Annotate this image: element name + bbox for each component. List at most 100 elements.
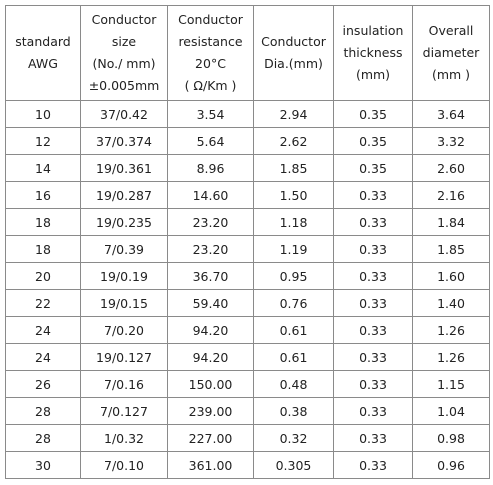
table-cell: 0.33 [333, 424, 413, 452]
table-cell: 2.62 [253, 127, 334, 155]
table-cell: 23.20 [167, 208, 254, 236]
header-text: Dia.(mm) [264, 56, 323, 71]
table-cell: 0.32 [253, 424, 334, 452]
table-cell: 22 [5, 289, 81, 317]
table-cell: 0.35 [333, 127, 413, 155]
table-cell: 7/0.39 [80, 235, 168, 263]
header-text: resistance [178, 34, 243, 49]
table-cell: 3.64 [412, 100, 490, 128]
table-cell: 1.60 [412, 262, 490, 290]
table-cell: 1.85 [412, 235, 490, 263]
table-cell: 3.54 [167, 100, 254, 128]
table-cell: 20 [5, 262, 81, 290]
table-cell: 14 [5, 154, 81, 182]
header-text: 20°C [195, 56, 226, 71]
table-row: 18 19/0.235 23.20 1.18 0.33 1.84 [5, 208, 490, 236]
table-cell: 7/0.20 [80, 316, 168, 344]
table-row: 22 19/0.15 59.40 0.76 0.33 1.40 [5, 289, 490, 317]
table-cell: 10 [5, 100, 81, 128]
header-text: insulation [342, 23, 404, 38]
table-cell: 1.26 [412, 316, 490, 344]
table-cell: 14.60 [167, 181, 254, 209]
table-cell: 1.19 [253, 235, 334, 263]
table-cell: 0.35 [333, 154, 413, 182]
table-cell: 0.48 [253, 370, 334, 398]
table-row: 24 19/0.127 94.20 0.61 0.33 1.26 [5, 343, 490, 371]
table-cell: 1.85 [253, 154, 334, 182]
table-cell: 361.00 [167, 451, 254, 479]
spec-table: standard AWG Conductor size (No./ mm) ±0.005m… [5, 5, 490, 479]
header-text: ±0.005mm [88, 78, 160, 93]
table-cell: 0.33 [333, 181, 413, 209]
table-row: 12 37/0.374 5.64 2.62 0.35 3.32 [5, 127, 490, 155]
table-cell: 0.98 [412, 424, 490, 452]
header-text: diameter [422, 45, 480, 60]
table-cell: 36.70 [167, 262, 254, 290]
table-cell: 7/0.10 [80, 451, 168, 479]
table-cell: 59.40 [167, 289, 254, 317]
table-cell: 7/0.16 [80, 370, 168, 398]
table-cell: 23.20 [167, 235, 254, 263]
table-body: 10 37/0.42 3.54 2.94 0.35 3.64 12 37/0.374 5.64 2… [5, 100, 490, 479]
header-cell: insulation thickness (mm) [333, 5, 413, 101]
table-cell: 2.16 [412, 181, 490, 209]
header-text: ( Ω/Km ) [184, 78, 237, 93]
table-cell: 1.15 [412, 370, 490, 398]
table-cell: 0.33 [333, 370, 413, 398]
header-cell: Overall diameter (mm ) [412, 5, 490, 101]
table-cell: 7/0.127 [80, 397, 168, 425]
header-text: (mm) [355, 67, 391, 82]
table-cell: 8.96 [167, 154, 254, 182]
table-cell: 227.00 [167, 424, 254, 452]
table-cell: 0.38 [253, 397, 334, 425]
table-row: 16 19/0.287 14.60 1.50 0.33 2.16 [5, 181, 490, 209]
header-text: standard [15, 34, 71, 49]
table-cell: 37/0.42 [80, 100, 168, 128]
table-cell: 30 [5, 451, 81, 479]
table-cell: 19/0.15 [80, 289, 168, 317]
table-cell: 2.94 [253, 100, 334, 128]
table-cell: 0.33 [333, 343, 413, 371]
header-cell: Conductor size (No./ mm) ±0.005mm [80, 5, 168, 101]
table-cell: 3.32 [412, 127, 490, 155]
table-cell: 19/0.361 [80, 154, 168, 182]
table-cell: 1.18 [253, 208, 334, 236]
table-cell: 16 [5, 181, 81, 209]
header-cell: standard AWG [5, 5, 81, 101]
table-cell: 24 [5, 343, 81, 371]
table-cell: 0.61 [253, 316, 334, 344]
table-cell: 150.00 [167, 370, 254, 398]
table-cell: 0.33 [333, 289, 413, 317]
header-text: AWG [28, 56, 58, 71]
table-cell: 94.20 [167, 343, 254, 371]
table-row: 30 7/0.10 361.00 0.305 0.33 0.96 [5, 451, 490, 479]
table-cell: 1/0.32 [80, 424, 168, 452]
table-cell: 1.84 [412, 208, 490, 236]
table-row: 26 7/0.16 150.00 0.48 0.33 1.15 [5, 370, 490, 398]
table-cell: 0.35 [333, 100, 413, 128]
table-row: 20 19/0.19 36.70 0.95 0.33 1.60 [5, 262, 490, 290]
table-cell: 2.60 [412, 154, 490, 182]
table-cell: 19/0.127 [80, 343, 168, 371]
table-cell: 1.50 [253, 181, 334, 209]
table-cell: 24 [5, 316, 81, 344]
table-cell: 0.61 [253, 343, 334, 371]
header-text: thickness [343, 45, 403, 60]
table-cell: 0.95 [253, 262, 334, 290]
table-row: 14 19/0.361 8.96 1.85 0.35 2.60 [5, 154, 490, 182]
header-row: standard AWG Conductor size (No./ mm) ±0.005m… [5, 5, 490, 101]
table-cell: 1.40 [412, 289, 490, 317]
table-cell: 19/0.235 [80, 208, 168, 236]
header-text: Overall [428, 23, 474, 38]
header-cell: Conductor resistance 20°C ( Ω/Km ) [167, 5, 254, 101]
table-cell: 28 [5, 424, 81, 452]
table-cell: 1.26 [412, 343, 490, 371]
header-text: Conductor [91, 12, 157, 27]
table-cell: 0.33 [333, 451, 413, 479]
table-cell: 0.305 [253, 451, 334, 479]
table-cell: 18 [5, 208, 81, 236]
table-row: 24 7/0.20 94.20 0.61 0.33 1.26 [5, 316, 490, 344]
table-row: 18 7/0.39 23.20 1.19 0.33 1.85 [5, 235, 490, 263]
table-cell: 0.76 [253, 289, 334, 317]
